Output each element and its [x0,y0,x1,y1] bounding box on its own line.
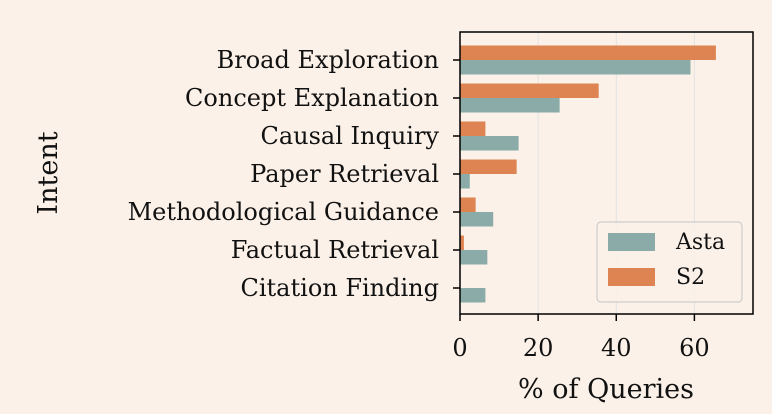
bar-s2-methodological-guidance [460,197,476,212]
legend-label-s2: S2 [676,265,705,290]
x-tick-label-60: 60 [679,334,710,362]
y-tick-label-citation-finding: Citation Finding [241,274,440,302]
legend-swatch-asta [608,233,655,251]
bar-asta-methodological-guidance [460,212,494,227]
x-tick-label-20: 20 [523,334,554,362]
y-tick-label-concept-explanation: Concept Explanation [185,84,439,112]
x-tick-label-0: 0 [452,334,467,362]
x-tick-label-40: 40 [601,334,632,362]
y-axis-ticks: Broad Exploration Concept Explanation Caus… [128,46,460,302]
bar-asta-concept-explanation [460,98,560,113]
x-axis-label: % of Queries [518,374,694,405]
x-axis-ticks: 0 20 40 60 [452,314,710,362]
bar-s2-causal-inquiry [460,121,486,136]
bar-s2-factual-retrieval [460,235,464,250]
legend-swatch-s2 [608,268,655,286]
legend-label-asta: Asta [675,230,725,255]
bar-asta-citation-finding [460,288,486,303]
y-axis-label: Intent [33,131,64,214]
bar-s2-concept-explanation [460,83,599,98]
y-tick-label-causal-inquiry: Causal Inquiry [260,122,439,150]
y-tick-label-paper-retrieval: Paper Retrieval [250,160,439,188]
legend: Asta S2 [596,221,743,303]
bar-asta-broad-exploration [460,60,691,75]
bar-asta-paper-retrieval [460,174,470,189]
bar-asta-causal-inquiry [460,136,519,151]
bar-s2-broad-exploration [460,45,716,60]
y-tick-label-methodological-guidance: Methodological Guidance [128,198,439,226]
bar-s2-paper-retrieval [460,159,517,174]
y-tick-label-broad-exploration: Broad Exploration [217,46,439,74]
bar-asta-factual-retrieval [460,250,488,265]
plot-frame [459,31,754,315]
y-tick-label-factual-retrieval: Factual Retrieval [231,236,439,264]
bars [460,45,716,303]
